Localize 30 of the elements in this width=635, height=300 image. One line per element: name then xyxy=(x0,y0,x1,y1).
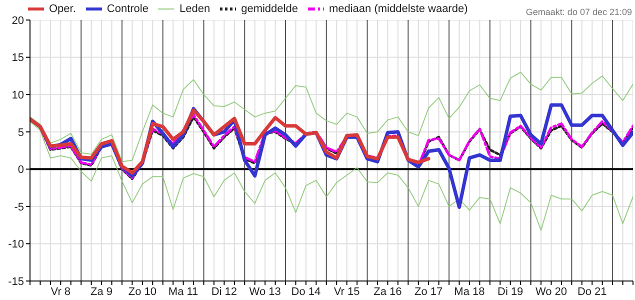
text: Gemaakt: do 07 dec 21:09 xyxy=(526,7,632,17)
legend-label: gemiddelde xyxy=(241,3,298,15)
x-tick-label: Di 19 xyxy=(498,286,524,298)
x-tick-label: Vr 15 xyxy=(334,286,360,298)
legend-label: Oper. xyxy=(49,3,76,15)
legend-label: Controle xyxy=(106,3,148,15)
x-tick-label: Ma 11 xyxy=(168,286,198,298)
x-tick-label: Zo 10 xyxy=(128,286,156,298)
y-tick-label: 20 xyxy=(12,14,24,27)
x-tick-label: Di 12 xyxy=(211,286,238,298)
legend-label: mediaan (middelste waarde) xyxy=(328,3,468,15)
x-tick-label: Vr 8 xyxy=(50,286,71,298)
y-tick-label: 15 xyxy=(12,52,24,64)
y-tick-label: -10 xyxy=(8,238,24,251)
line-series xyxy=(30,72,633,162)
y-tick-label: 10 xyxy=(12,89,24,102)
x-tick-label: Do 14 xyxy=(291,286,321,298)
x-tick-label: Zo 17 xyxy=(414,286,443,298)
x-tick-label: Wo 13 xyxy=(249,286,281,298)
y-tick-label: 0 xyxy=(18,164,24,176)
x-tick-label: Do 21 xyxy=(577,286,607,298)
x-tick-label: Za 9 xyxy=(90,286,113,298)
y-tick-label: 5 xyxy=(18,126,24,139)
x-tick-label: Ma 18 xyxy=(454,286,485,298)
x-tick-label: Wo 20 xyxy=(535,286,568,298)
line-series xyxy=(30,108,430,175)
y-tick-label: -5 xyxy=(14,201,24,214)
x-tick-label: Za 16 xyxy=(374,286,402,298)
legend-label: Leden xyxy=(179,3,210,15)
y-tick-label: -15 xyxy=(8,276,24,288)
